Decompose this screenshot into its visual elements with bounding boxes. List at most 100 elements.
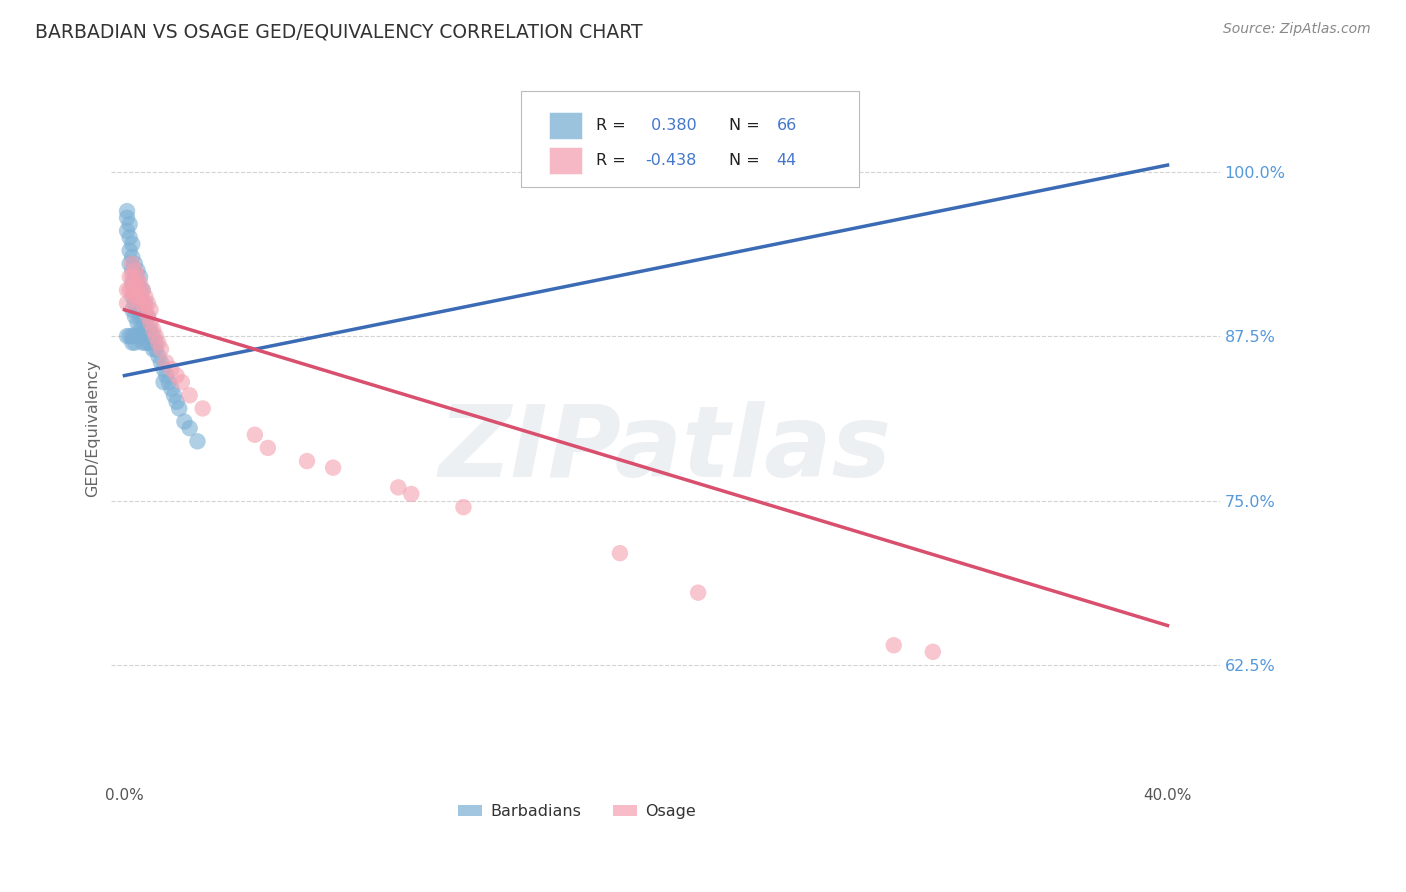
- Point: [134, 310, 156, 324]
- Point: [179, 421, 201, 435]
- Point: [129, 269, 152, 284]
- Point: [134, 335, 156, 350]
- Point: [129, 283, 152, 297]
- Point: [121, 250, 143, 264]
- Point: [129, 296, 152, 310]
- Point: [118, 230, 141, 244]
- Point: [148, 335, 170, 350]
- Point: [609, 546, 631, 560]
- Point: [129, 290, 152, 304]
- Point: [121, 277, 143, 291]
- Point: [121, 290, 143, 304]
- Text: N =: N =: [728, 153, 759, 169]
- Bar: [550, 112, 582, 139]
- Point: [145, 335, 167, 350]
- Point: [134, 302, 156, 317]
- Text: R =: R =: [596, 118, 626, 133]
- Point: [124, 335, 146, 350]
- Point: [136, 310, 159, 324]
- Point: [170, 375, 193, 389]
- Bar: [550, 147, 582, 175]
- Point: [322, 460, 344, 475]
- Point: [401, 487, 423, 501]
- Point: [118, 329, 141, 343]
- Point: [921, 645, 943, 659]
- Point: [127, 316, 149, 330]
- Point: [160, 382, 183, 396]
- Point: [134, 290, 156, 304]
- Point: [155, 355, 177, 369]
- Point: [121, 329, 143, 343]
- Point: [179, 388, 201, 402]
- Point: [124, 329, 146, 343]
- Text: Source: ZipAtlas.com: Source: ZipAtlas.com: [1223, 22, 1371, 37]
- Point: [131, 310, 153, 324]
- Point: [387, 480, 409, 494]
- Point: [155, 368, 177, 383]
- Point: [131, 296, 153, 310]
- Text: 44: 44: [776, 153, 797, 169]
- Point: [124, 263, 146, 277]
- Point: [121, 283, 143, 297]
- Point: [152, 375, 174, 389]
- Point: [124, 283, 146, 297]
- Text: N =: N =: [728, 118, 759, 133]
- Point: [136, 296, 159, 310]
- Point: [115, 211, 138, 225]
- Point: [129, 322, 152, 336]
- Text: -0.438: -0.438: [645, 153, 697, 169]
- Point: [145, 329, 167, 343]
- Point: [149, 343, 172, 357]
- Point: [121, 263, 143, 277]
- Text: ZIPatlas: ZIPatlas: [439, 401, 893, 498]
- Point: [166, 368, 188, 383]
- Point: [160, 362, 183, 376]
- Point: [142, 322, 165, 336]
- Point: [163, 388, 186, 402]
- Point: [129, 277, 152, 291]
- Point: [883, 638, 905, 652]
- Point: [131, 322, 153, 336]
- Point: [157, 375, 180, 389]
- Point: [131, 296, 153, 310]
- Point: [131, 283, 153, 297]
- Point: [115, 296, 138, 310]
- Point: [152, 362, 174, 376]
- Legend: Barbadians, Osage: Barbadians, Osage: [451, 797, 702, 825]
- Y-axis label: GED/Equivalency: GED/Equivalency: [86, 359, 100, 497]
- Point: [127, 263, 149, 277]
- Point: [124, 277, 146, 291]
- Point: [118, 283, 141, 297]
- Point: [131, 335, 153, 350]
- Point: [688, 585, 710, 599]
- Point: [134, 322, 156, 336]
- Point: [139, 322, 162, 336]
- Point: [191, 401, 214, 416]
- Point: [453, 500, 475, 515]
- Text: 66: 66: [776, 118, 797, 133]
- Point: [167, 401, 190, 416]
- Point: [139, 316, 162, 330]
- Text: BARBADIAN VS OSAGE GED/EQUIVALENCY CORRELATION CHART: BARBADIAN VS OSAGE GED/EQUIVALENCY CORRE…: [35, 22, 643, 41]
- Point: [127, 290, 149, 304]
- Point: [124, 290, 146, 304]
- Point: [127, 277, 149, 291]
- Point: [127, 283, 149, 297]
- Point: [115, 224, 138, 238]
- Point: [139, 302, 162, 317]
- Point: [129, 310, 152, 324]
- Point: [142, 343, 165, 357]
- Point: [124, 310, 146, 324]
- Point: [118, 269, 141, 284]
- Point: [149, 355, 172, 369]
- Point: [121, 302, 143, 317]
- Point: [136, 335, 159, 350]
- Point: [115, 329, 138, 343]
- Point: [145, 343, 167, 357]
- Point: [127, 269, 149, 284]
- Point: [115, 204, 138, 219]
- Point: [173, 415, 195, 429]
- Point: [127, 302, 149, 317]
- Point: [124, 257, 146, 271]
- Point: [148, 349, 170, 363]
